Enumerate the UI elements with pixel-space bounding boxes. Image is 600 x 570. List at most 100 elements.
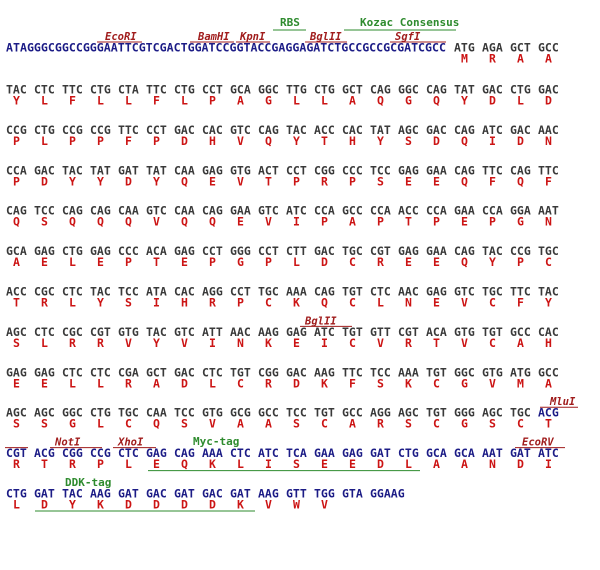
insert-codon: TTC: [146, 83, 167, 97]
restriction-site: NotI: [54, 437, 81, 449]
insert-codon: CGT: [90, 325, 111, 339]
amino-acid: E: [433, 296, 440, 310]
amino-acid: L: [13, 498, 20, 512]
amino-acid: L: [405, 457, 412, 471]
amino-acid: E: [293, 336, 300, 350]
insert-codon: GTC: [230, 123, 251, 137]
insert-codon: GGC: [398, 83, 419, 97]
amino-acid: L: [97, 417, 104, 431]
insert-codon: TGC: [482, 285, 503, 299]
insert-codon: CAG: [454, 244, 475, 258]
insert-codon: GGC: [62, 406, 83, 420]
insert-codon: CCT: [258, 244, 279, 258]
amino-acid: L: [125, 457, 132, 471]
amino-acid: L: [293, 255, 300, 269]
amino-acid: R: [125, 376, 132, 390]
amino-acid: K: [265, 336, 272, 350]
insert-codon: AGA: [482, 41, 503, 55]
insert-codon: CGA: [118, 365, 139, 379]
amino-acid: Q: [13, 215, 20, 229]
insert-codon: CCC: [342, 163, 363, 177]
insert-codon: TCC: [286, 406, 307, 420]
amino-acid: P: [433, 215, 440, 229]
insert-codon: ACC: [314, 123, 335, 137]
restriction-site: EcoRI: [105, 31, 137, 43]
insert-codon: CAG: [370, 83, 391, 97]
vector-codon: ATC: [538, 446, 559, 460]
insert-codon: CAA: [146, 406, 167, 420]
vector-codon: GAT: [230, 487, 251, 501]
insert-codon: GGC: [454, 365, 475, 379]
insert-codon: GAG: [426, 285, 447, 299]
insert-codon: TAT: [454, 83, 475, 97]
insert-codon: GAA: [426, 163, 447, 177]
amino-acid: P: [97, 134, 104, 148]
vector-codon: GAT: [510, 446, 531, 460]
amino-acid: L: [321, 94, 328, 108]
insert-codon: GCC: [538, 365, 559, 379]
insert-codon: GAG: [6, 365, 27, 379]
amino-acid: C: [125, 417, 132, 431]
insert-codon: AAG: [314, 365, 335, 379]
insert-codon: CCT: [230, 285, 251, 299]
amino-acid: D: [181, 134, 188, 148]
vector-codon: ACG: [538, 406, 559, 420]
insert-codon: CGC: [62, 325, 83, 339]
amino-acid: R: [265, 376, 272, 390]
vector-codon: TCA: [286, 446, 307, 460]
amino-acid: K: [209, 457, 216, 471]
insert-codon: GCT: [146, 365, 167, 379]
amino-acid: E: [405, 174, 412, 188]
vector-codon: GTA: [342, 487, 363, 501]
amino-acid: Q: [461, 134, 468, 148]
amino-acid: F: [349, 376, 356, 390]
insert-codon: GTG: [230, 163, 251, 177]
amino-acid: E: [13, 376, 20, 390]
amino-acid: I: [209, 336, 216, 350]
insert-codon: CGC: [34, 285, 55, 299]
amino-acid: Y: [461, 94, 468, 108]
insert-codon: GGA: [510, 204, 531, 218]
insert-codon: GAC: [538, 83, 559, 97]
restriction-site: KpnI: [239, 31, 266, 43]
amino-acid: N: [237, 336, 244, 350]
amino-acid: S: [489, 417, 496, 431]
insert-codon: TAC: [286, 123, 307, 137]
amino-acid: Q: [125, 215, 132, 229]
amino-acid: F: [125, 134, 132, 148]
insert-codon: GTC: [146, 204, 167, 218]
insert-codon: CAA: [174, 163, 195, 177]
amino-acid: E: [321, 457, 328, 471]
amino-acid: P: [321, 215, 328, 229]
amino-acid: A: [461, 457, 468, 471]
amino-acid: L: [41, 134, 48, 148]
amino-acid: Q: [321, 296, 328, 310]
amino-acid: V: [377, 336, 384, 350]
vector-codon: AAG: [258, 487, 279, 501]
amino-acid: P: [125, 255, 132, 269]
amino-acid: L: [41, 336, 48, 350]
amino-acid: T: [405, 215, 412, 229]
amino-acid: W: [293, 498, 300, 512]
insert-codon: CTG: [174, 83, 195, 97]
insert-codon: GCC: [342, 406, 363, 420]
insert-codon: CTC: [370, 285, 391, 299]
amino-acid: A: [545, 52, 552, 66]
insert-codon: CCA: [426, 204, 447, 218]
amino-acid: T: [321, 134, 328, 148]
amino-acid: C: [517, 417, 524, 431]
amino-acid: P: [349, 174, 356, 188]
insert-codon: AGG: [370, 406, 391, 420]
insert-codon: TGC: [538, 244, 559, 258]
insert-codon: CCA: [6, 163, 27, 177]
amino-acid: V: [209, 417, 216, 431]
insert-codon: CCA: [482, 204, 503, 218]
amino-acid: R: [489, 52, 496, 66]
amino-acid: E: [461, 215, 468, 229]
amino-acid: A: [349, 94, 356, 108]
amino-acid: H: [545, 336, 552, 350]
vector-codon: GCA: [454, 446, 475, 460]
amino-acid: L: [69, 255, 76, 269]
amino-acid: V: [265, 498, 272, 512]
insert-codon: ATG: [454, 41, 475, 55]
